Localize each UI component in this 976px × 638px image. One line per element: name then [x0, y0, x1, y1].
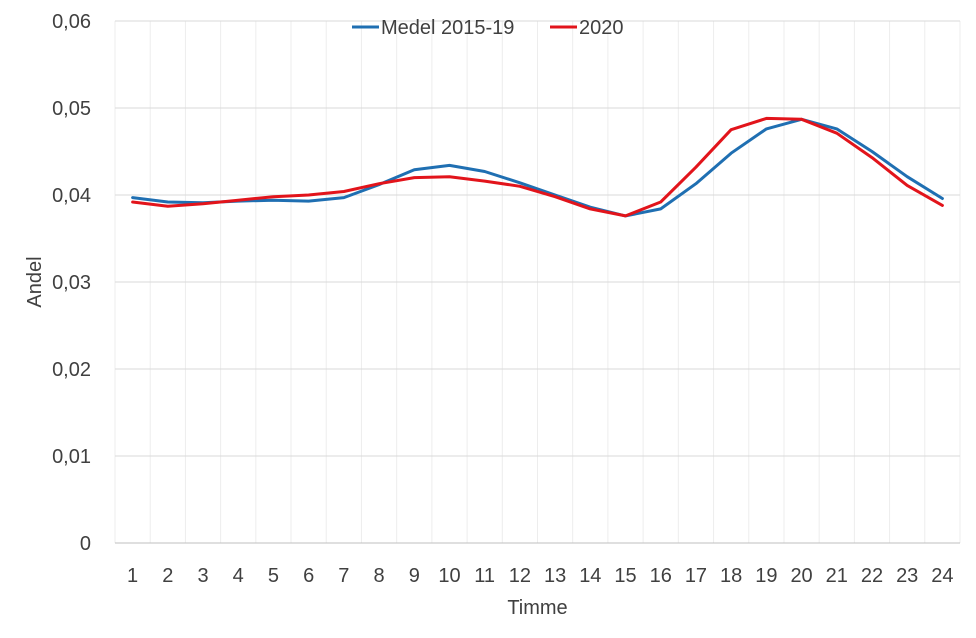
x-tick-label: 20 [790, 565, 812, 587]
y-tick-label: 0,04 [52, 185, 91, 207]
x-tick-label: 11 [474, 565, 495, 587]
x-tick-label: 19 [755, 565, 777, 587]
x-tick-label: 3 [197, 565, 208, 587]
y-tick-label: 0,03 [52, 272, 91, 294]
y-axis-title: Andel [24, 256, 46, 307]
legend: Medel 2015-19 2020 [352, 17, 624, 39]
x-tick-label: 14 [579, 565, 601, 587]
y-tick-label: 0,06 [52, 11, 91, 33]
gridlines [114, 20, 961, 544]
x-axis-title: Timme [507, 597, 567, 619]
y-tick-label: 0 [80, 533, 91, 555]
x-tick-label: 16 [650, 565, 672, 587]
x-tick-label: 1 [127, 565, 138, 587]
x-tick-label: 24 [931, 565, 953, 587]
x-tick-label: 6 [303, 565, 314, 587]
tick-labels: 00,010,020,030,040,050,061 2 3 4 5 6 7 8 9 10 11 12… [52, 11, 953, 587]
x-tick-label: 8 [374, 565, 385, 587]
series-line [131, 116, 944, 218]
x-tick-label: 17 [685, 565, 707, 587]
series-lines [131, 116, 944, 218]
x-tick-label: 18 [720, 565, 742, 587]
x-tick-label: 13 [544, 565, 566, 587]
y-tick-label: 0,01 [52, 446, 91, 468]
x-tick-label: 9 [409, 565, 420, 587]
x-tick-label: 21 [826, 565, 848, 587]
y-tick-label: 0,02 [52, 359, 91, 381]
x-tick-label: 7 [338, 565, 349, 587]
x-tick-label: 15 [614, 565, 636, 587]
x-tick-label: 10 [438, 565, 460, 587]
x-tick-label: 5 [268, 565, 279, 587]
y-tick-label: 0,05 [52, 98, 91, 120]
x-tick-label: 4 [233, 565, 244, 587]
x-tick-label: 23 [896, 565, 918, 587]
x-tick-label: 12 [509, 565, 531, 587]
x-tick-label: 2 [162, 565, 173, 587]
x-tick-label: 22 [861, 565, 883, 587]
legend-label: Medel 2015-19 [381, 17, 514, 39]
legend-label: 2020 [579, 17, 624, 39]
